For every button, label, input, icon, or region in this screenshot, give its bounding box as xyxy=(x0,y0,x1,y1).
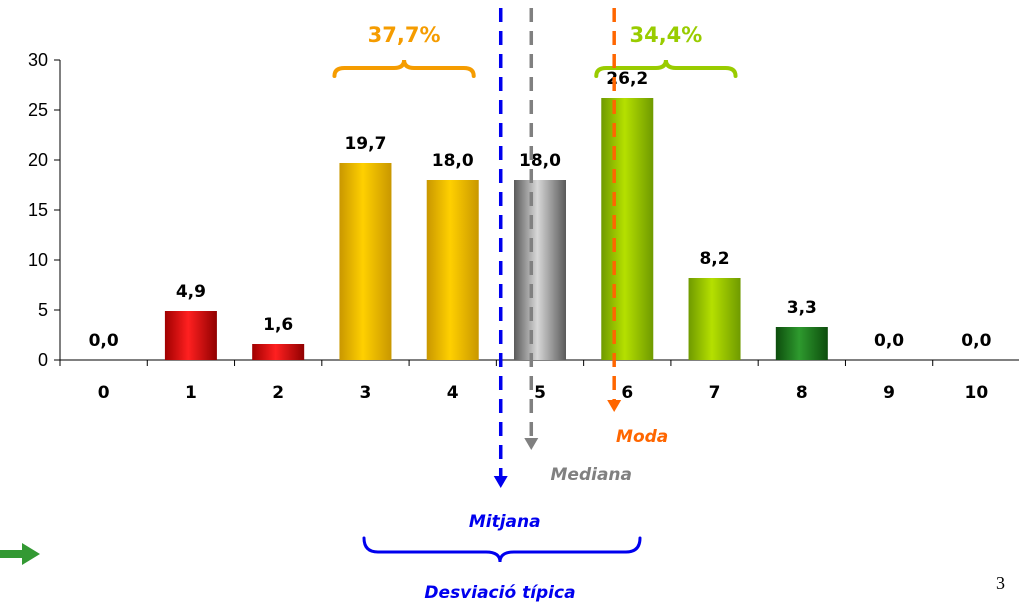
bar xyxy=(252,344,305,360)
spread-brace xyxy=(362,536,642,563)
data-label: 26,2 xyxy=(606,69,648,89)
x-tick-label: 5 xyxy=(534,383,546,403)
reference-label: Moda xyxy=(616,427,668,447)
reference-arrowhead xyxy=(607,400,622,412)
data-label: 3,3 xyxy=(787,298,817,318)
group-brace xyxy=(332,59,476,78)
group-percent-label: 37,7% xyxy=(368,23,441,47)
data-label: 4,9 xyxy=(176,282,206,302)
axes: 0 5 10 15 20 25 30 0 1 2 3 4 5 6 7 8 9 10 xyxy=(28,50,1019,403)
reference-arrowhead xyxy=(493,476,508,488)
x-tick-label: 0 xyxy=(98,383,110,403)
x-tick-label: 8 xyxy=(796,383,808,403)
bar xyxy=(339,163,392,360)
page-number: 3 xyxy=(996,573,1005,593)
bar xyxy=(775,327,828,360)
reference-label: Mediana xyxy=(551,465,633,485)
y-tick-label: 30 xyxy=(28,50,48,70)
data-label: 18,0 xyxy=(432,151,474,171)
bar xyxy=(426,180,479,360)
y-tick-label: 10 xyxy=(28,250,48,270)
y-tick-label: 5 xyxy=(38,300,48,320)
bar xyxy=(688,278,741,360)
group-percent-label: 34,4% xyxy=(629,23,702,47)
reference-label: Mitjana xyxy=(469,512,541,532)
bar xyxy=(514,180,566,360)
data-label: 18,0 xyxy=(519,151,561,171)
x-tick-label: 1 xyxy=(185,383,197,403)
bar xyxy=(601,98,654,360)
y-tick-label: 20 xyxy=(28,150,48,170)
data-label: 0,0 xyxy=(874,331,904,351)
x-tick-label: 2 xyxy=(272,383,284,403)
data-label: 8,2 xyxy=(699,249,729,269)
x-tick-label: 9 xyxy=(883,383,895,403)
bars xyxy=(164,98,828,360)
data-label: 1,6 xyxy=(263,315,293,335)
data-label: 0,0 xyxy=(89,331,119,351)
y-tick-label: 25 xyxy=(28,100,48,120)
x-tick-label: 10 xyxy=(965,383,989,403)
y-tick-label: 15 xyxy=(28,200,48,220)
data-label: 19,7 xyxy=(344,134,386,154)
y-tick-label: 0 xyxy=(38,350,48,370)
group-brace xyxy=(594,59,738,78)
x-tick-label: 6 xyxy=(621,383,633,403)
reference-arrowhead xyxy=(524,438,539,450)
x-tick-label: 7 xyxy=(709,383,721,403)
annotations: 37,7% 34,4% Mitjana Mediana Moda Desviació tí… xyxy=(0,8,738,603)
data-label: 0,0 xyxy=(961,331,991,351)
x-tick-label: 4 xyxy=(447,383,459,403)
x-tick-label: 3 xyxy=(360,383,372,403)
spread-label: Desviació típica xyxy=(424,583,575,603)
bar xyxy=(164,311,217,360)
right-arrow-icon xyxy=(0,543,40,565)
